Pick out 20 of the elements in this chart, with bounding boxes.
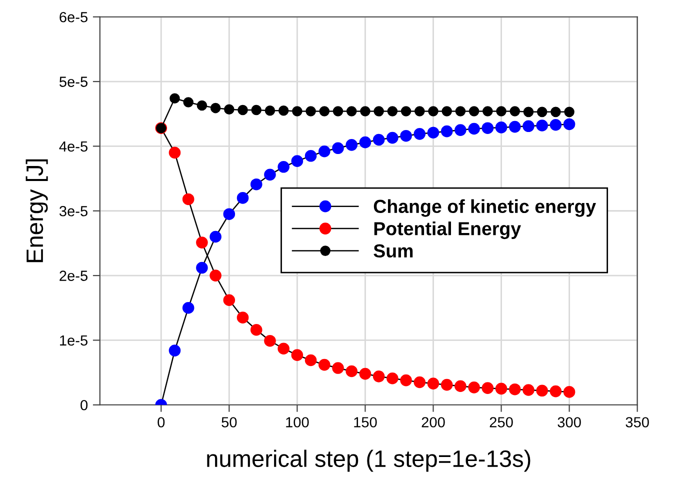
x-tick-label: 0 [158, 417, 165, 428]
y-tick-label: 6e-5 [60, 12, 88, 22]
x-tick-label: 50 [222, 417, 237, 428]
y-tick-label: 5e-5 [60, 76, 88, 87]
y-tick-label: 1e-5 [60, 335, 88, 346]
y-tick-label: 2e-5 [60, 270, 88, 281]
legend-label: Potential Energy [374, 222, 521, 240]
x-tick-label: 100 [286, 417, 309, 428]
legend-label: Sum [374, 244, 413, 258]
y-tick-label: 4e-5 [59, 141, 88, 152]
x-tick-label: 250 [490, 417, 513, 428]
x-tick-label: 150 [354, 417, 377, 428]
y-tick-label: 3e-5 [59, 206, 88, 216]
x-tick-label: 300 [558, 417, 581, 428]
y-tick-label: 0 [80, 400, 88, 410]
x-axis-title: numerical step (1 step=1e-13s) [207, 450, 530, 472]
legend-label: Change of kinetic energy [374, 199, 596, 217]
y-axis-title: Energy [J] [26, 159, 48, 262]
x-tick-label: 200 [422, 417, 445, 428]
x-tick-label: 350 [626, 417, 649, 428]
